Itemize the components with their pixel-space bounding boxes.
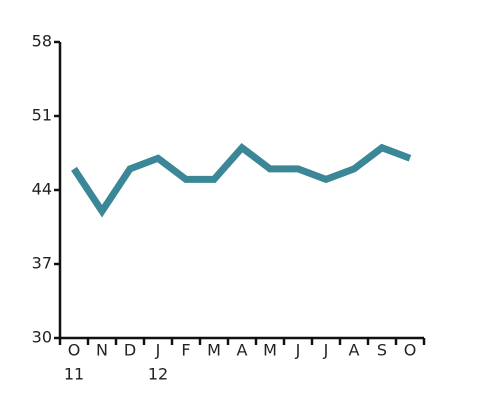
y-tick-label: 58 [32,32,52,51]
x-tick-label: F [181,341,190,360]
x-tick-label: M [263,341,277,360]
x-tick-label: A [237,341,248,360]
x-tick-label: J [155,341,161,360]
y-tick-label: 37 [32,254,52,273]
x-tick-label: M [207,341,221,360]
x-tick-label: J [295,341,301,360]
x-tick-label: O [68,341,81,360]
x-tick-label: A [349,341,360,360]
x-year-label: 11 [64,365,84,384]
y-tick-label: 30 [32,328,52,347]
x-tick-label: S [377,341,387,360]
x-tick-label: O [404,341,417,360]
x-tick-label: D [124,341,136,360]
line [71,142,412,218]
x-tick-label: J [323,341,329,360]
y-tick-label: 44 [32,180,52,199]
y-tick-label: 51 [32,106,52,125]
x-tick-label: N [96,341,108,360]
x-year-label: 12 [148,365,168,384]
